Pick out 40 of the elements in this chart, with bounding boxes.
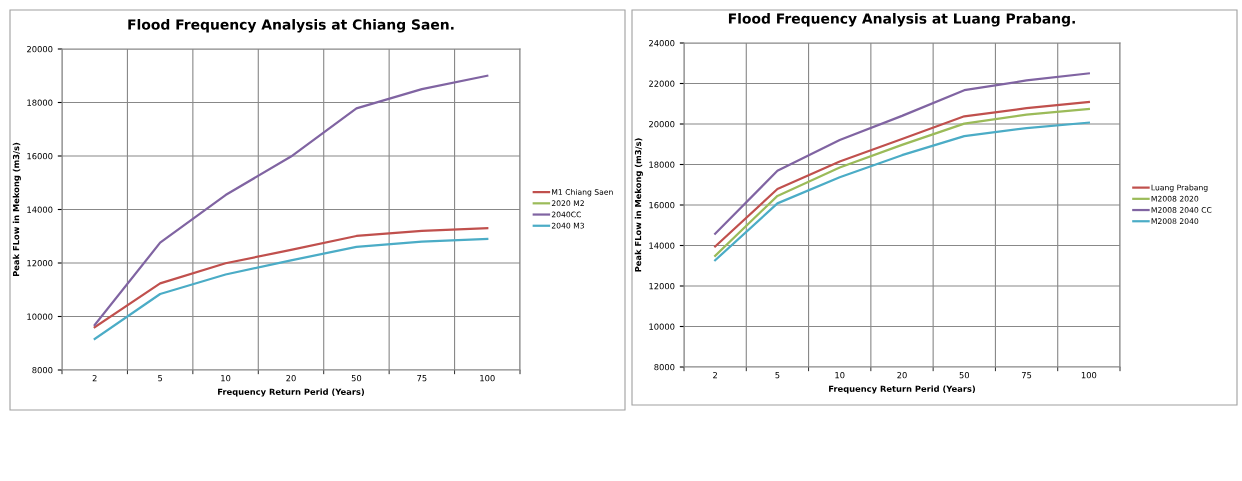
line-series xyxy=(93,237,489,341)
line-series xyxy=(714,72,1090,235)
x-tick-label: 10 xyxy=(835,372,845,379)
y-tick-label: 14000 xyxy=(27,206,53,213)
line-series xyxy=(93,74,489,327)
x-tick-label: 100 xyxy=(480,375,495,382)
x-tick-label: 20 xyxy=(286,375,296,382)
y-tick-label: 18000 xyxy=(649,161,675,168)
chart-title: Flood Frequency Analysis at Luang Prabang. xyxy=(728,13,1075,27)
x-axis-title: Frequency Return Perid (Years) xyxy=(829,385,975,394)
x-tick-label: 75 xyxy=(1021,372,1032,379)
y-tick-label: 22000 xyxy=(649,80,675,87)
y-tick-label: 24000 xyxy=(649,39,675,47)
y-tick-label: 10000 xyxy=(27,313,53,320)
x-tick-label: 5 xyxy=(775,372,780,379)
y-tick-label: 12000 xyxy=(27,259,53,267)
chart-title: Flood Frequency Analysis at Chiang Saen. xyxy=(128,19,454,33)
x-tick-label: 50 xyxy=(959,372,970,379)
x-tick-label: 75 xyxy=(417,375,427,382)
y-tick-label: 8000 xyxy=(32,366,53,374)
y-tick-label: 10000 xyxy=(649,323,675,330)
x-tick-label: 2 xyxy=(713,372,717,379)
y-tick-label: 20000 xyxy=(27,45,53,53)
y-tick-label: 18000 xyxy=(27,99,53,106)
y-tick-label: 8000 xyxy=(654,363,675,371)
y-tick-label: 16000 xyxy=(27,152,53,160)
y-axis-title: Peak FLow in Mekong (m3/s) xyxy=(634,138,643,272)
x-tick-label: 2 xyxy=(92,375,97,382)
x-tick-label: 5 xyxy=(158,375,163,382)
x-axis-title: Frequency Return Perid (Years) xyxy=(218,388,364,397)
y-tick-label: 14000 xyxy=(649,242,675,249)
x-tick-label: 10 xyxy=(221,375,231,382)
x-tick-label: 100 xyxy=(1081,372,1097,379)
y-tick-label: 12000 xyxy=(649,282,675,290)
x-tick-label: 50 xyxy=(351,375,362,382)
y-axis-title: Peak FLow in Mekong (m3/s) xyxy=(12,142,21,277)
x-tick-label: 20 xyxy=(897,372,907,379)
y-tick-label: 16000 xyxy=(649,201,675,209)
y-tick-label: 20000 xyxy=(649,120,675,128)
line-series xyxy=(93,227,489,329)
